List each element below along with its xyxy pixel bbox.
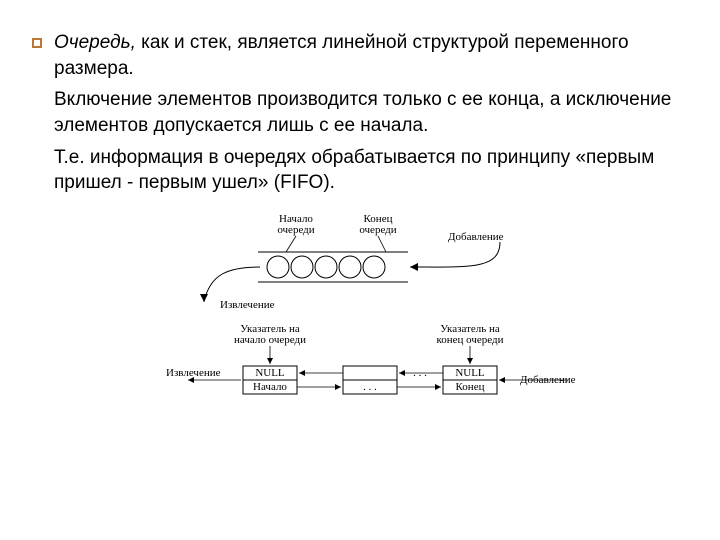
- arrow-add-path: [410, 242, 500, 267]
- node-head-bot: Начало: [253, 381, 287, 393]
- diagram-queue-circles: Началоочереди Конецочереди Добавление Из…: [148, 210, 618, 320]
- bullet-marker: [32, 38, 42, 48]
- ptr-tail-arrow: [467, 358, 473, 364]
- label-tail: Конецочереди: [359, 213, 396, 236]
- label-extract-2: Извлечение: [166, 367, 221, 379]
- node-head-top: NULL: [255, 367, 285, 379]
- label-ptr-head: Указатель наначало очереди: [234, 323, 306, 346]
- paragraph-1: Очередь, как и стек, является линейной с…: [54, 30, 672, 81]
- pointer-tail: [378, 236, 386, 252]
- label-add: Добавление: [448, 231, 504, 243]
- arrow-add-head: [410, 263, 418, 271]
- p1-rest: как и стек, является линейной структурой…: [54, 32, 629, 79]
- node-head: NULL Начало: [243, 366, 297, 394]
- term-queue: Очередь,: [54, 32, 136, 53]
- label-extract: Извлечение: [220, 299, 275, 311]
- paragraph-3: Т.е. информация в очередях обрабатываетс…: [54, 145, 672, 196]
- node-mid-bot: . . .: [363, 381, 377, 393]
- paragraph-2: Включение элементов производится только …: [54, 87, 672, 138]
- queue-circles: [267, 256, 385, 278]
- node-tail: NULL Конец: [443, 366, 497, 394]
- body-text: Очередь, как и стек, является линейной с…: [54, 30, 672, 196]
- slide: Очередь, как и стек, является линейной с…: [0, 0, 720, 540]
- arrow-extract-path: [204, 267, 260, 302]
- diagram-queue-linked: Указатель наначало очереди Указатель нак…: [148, 320, 618, 440]
- node-tail-bot: Конец: [456, 381, 485, 393]
- label-ptr-tail: Указатель наконец очереди: [436, 323, 503, 346]
- ptr-head-arrow: [267, 358, 273, 364]
- label-head: Началоочереди: [277, 213, 314, 236]
- node-mid: . . .: [343, 366, 397, 394]
- arrow-extract-head: [200, 294, 208, 302]
- diagrams-container: Началоочереди Конецочереди Добавление Из…: [148, 210, 618, 440]
- node-tail-top: NULL: [455, 367, 485, 379]
- pointer-head: [286, 236, 296, 252]
